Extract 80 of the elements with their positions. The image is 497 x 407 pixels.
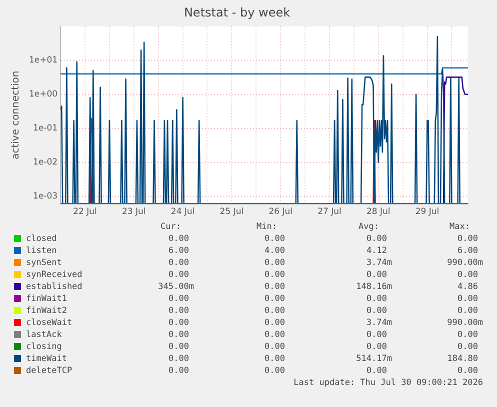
text: 0.00 [456, 233, 479, 245]
legend-label: closing [25, 341, 63, 353]
legend-label: finWait2 [25, 305, 68, 317]
text: 0.00 [366, 269, 388, 281]
text: 0.00 [264, 293, 286, 305]
text: 0.00 [264, 305, 286, 317]
text: 0.00 [264, 341, 286, 353]
text: 0.00 [366, 365, 388, 377]
text: 345.00m [157, 281, 194, 293]
legend-label: lastAck [25, 329, 63, 341]
x-tick-label: 28 Jul [366, 207, 390, 218]
text: 0.00 [168, 305, 190, 317]
x-tick-label: 25 Jul [220, 207, 244, 218]
text: 0.00 [456, 365, 479, 377]
text: 0.00 [168, 365, 190, 377]
text: Min: [256, 221, 278, 233]
legend-label: closeWait [25, 317, 74, 329]
text: 6.00 [456, 245, 479, 257]
text: 3.74m [365, 257, 392, 269]
legend-label: synSent [25, 257, 63, 269]
text: 0.00 [366, 341, 388, 353]
y-tick-label: 1e-03 [33, 191, 58, 202]
text: 0.00 [456, 341, 479, 353]
text: 0.00 [366, 233, 388, 245]
x-tick-label: 23 Jul [122, 207, 146, 218]
text: 0.00 [366, 305, 388, 317]
text: 0.00 [168, 317, 190, 329]
text: 0.00 [456, 329, 479, 341]
text: Cur: [160, 221, 182, 233]
x-tick-label: 29 Jul [415, 207, 440, 218]
text: 0.00 [264, 233, 286, 245]
text: 990.00m [446, 257, 483, 269]
text: 0.00 [168, 353, 190, 365]
text: Max: [448, 221, 471, 233]
text: 4.12 [366, 245, 388, 257]
text: 0.00 [456, 305, 479, 317]
legend-label: listen [25, 245, 58, 257]
x-tick-label: 22 Jul [73, 207, 97, 218]
text: 0.00 [366, 293, 388, 305]
text: 148.16m [355, 281, 392, 293]
text: 0.00 [168, 341, 190, 353]
text: 0.00 [456, 269, 479, 281]
text: 184.80 [446, 353, 479, 365]
y-axis-title: active connection [10, 70, 22, 160]
text: 514.17m [355, 353, 392, 365]
text: Last update: Thu Jul 30 09:00:21 2026 [294, 378, 483, 388]
text: 6.00 [168, 245, 190, 257]
legend-label: deleteTCP [25, 365, 74, 377]
legend-label: synReceived [25, 269, 84, 281]
text: 0.00 [264, 317, 286, 329]
text: 0.00 [168, 257, 190, 269]
text: 4.86 [456, 281, 479, 293]
x-tick-label: 26 Jul [268, 207, 292, 218]
text: 0.00 [264, 353, 286, 365]
x-tick-label: 24 Jul [170, 207, 195, 218]
text: 0.00 [264, 365, 286, 377]
y-tick-label: 1e-02 [33, 157, 58, 168]
y-tick-label: 1e-01 [33, 124, 58, 134]
text: 0.00 [366, 329, 388, 341]
text: 0.00 [168, 293, 190, 305]
legend-label: closed [25, 233, 58, 245]
text: Avg: [358, 221, 380, 233]
text: 0.00 [168, 233, 190, 245]
text: 0.00 [264, 329, 286, 341]
text: 990.00m [446, 317, 483, 329]
y-tick-label: 1e+00 [28, 90, 58, 100]
text: 0.00 [264, 269, 286, 281]
text: 0.00 [456, 293, 479, 305]
legend-label: timeWait [25, 353, 68, 365]
chart-title: Netstat - by week [184, 5, 290, 20]
text: 0.00 [264, 281, 286, 293]
text: 0.00 [264, 257, 286, 269]
text: 3.74m [365, 317, 392, 329]
text: 4.00 [264, 245, 286, 257]
legend-label: finWait1 [25, 293, 68, 305]
y-tick-label: 1e+01 [28, 56, 58, 66]
legend-label: established [25, 281, 84, 293]
text: 0.00 [168, 269, 190, 281]
x-tick-label: 27 Jul [318, 207, 342, 218]
text: 0.00 [168, 329, 190, 341]
